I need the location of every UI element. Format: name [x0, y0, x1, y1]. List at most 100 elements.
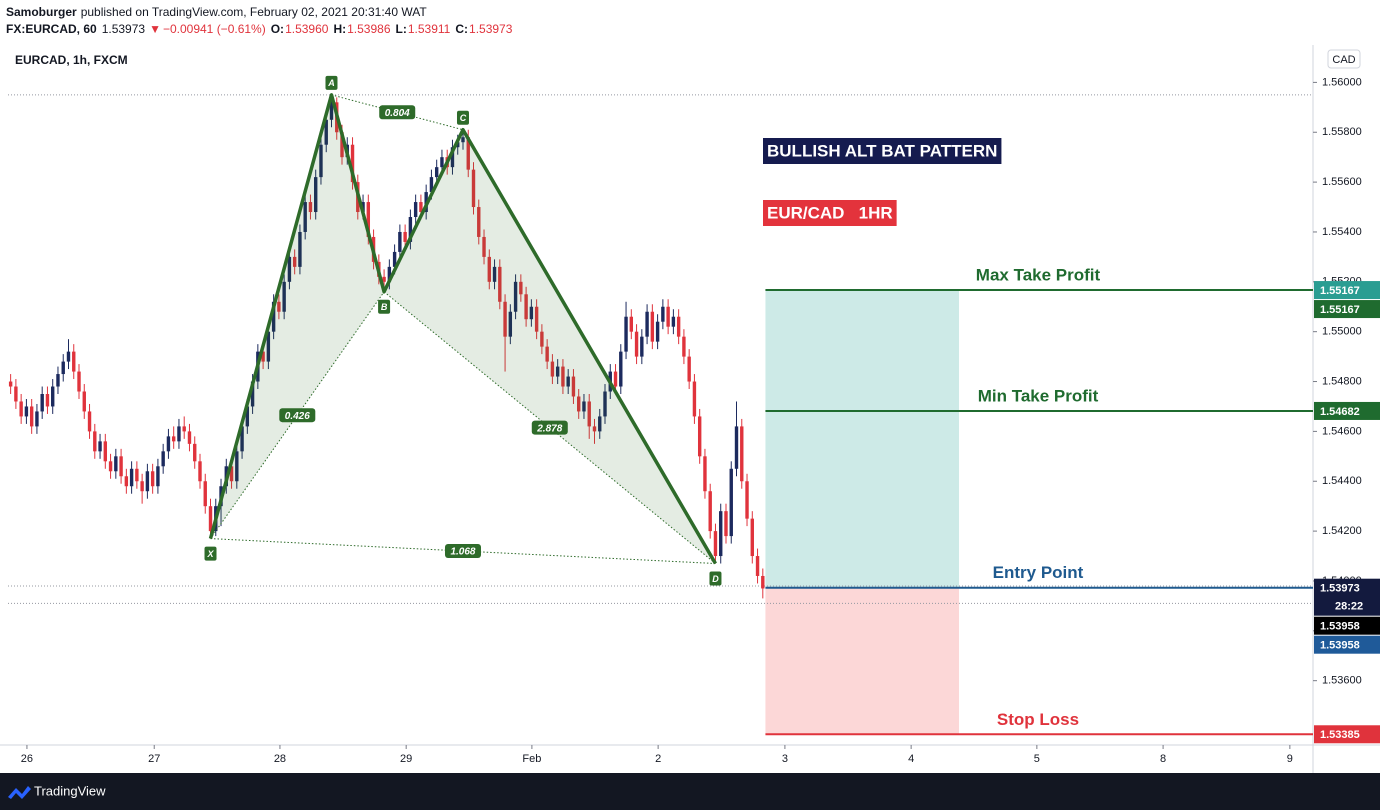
candle-body — [761, 575, 765, 589]
y-tick-label: 1.56000 — [1322, 76, 1362, 88]
x-tick-label: Feb — [522, 753, 541, 765]
candle-body — [508, 311, 513, 337]
candle-body — [303, 202, 307, 232]
candle-body — [314, 177, 318, 213]
ohlc-value: 1.53960 — [285, 22, 329, 36]
candle-body — [29, 406, 34, 427]
candle-body — [524, 294, 528, 320]
price-tag — [1314, 725, 1380, 744]
candle-body — [461, 137, 465, 143]
candle-body — [666, 306, 670, 327]
symbol-line: FX:EURCAD, 60 1.53973 ▼ −0.00941 (−0.61%) O:… — [6, 22, 513, 36]
ohlc-key: L: — [396, 22, 407, 36]
candle-body — [703, 456, 707, 492]
candle-body — [319, 144, 323, 178]
point-box — [456, 110, 469, 125]
point-box — [709, 571, 722, 586]
x-tick-label: 4 — [908, 753, 914, 765]
ratio-box — [531, 420, 568, 435]
price-tag — [1314, 281, 1380, 300]
candle-body — [676, 316, 681, 337]
candle-body — [135, 468, 139, 482]
candle-body — [477, 207, 481, 237]
candle-body — [292, 256, 297, 267]
candle-body — [145, 471, 150, 492]
candle-body — [19, 401, 23, 417]
tradingview-logo — [8, 786, 31, 799]
change: −0.00941 (−0.61%) — [163, 22, 266, 36]
x-tick-label: 27 — [148, 753, 160, 765]
candle-body — [750, 518, 754, 557]
point-label: B — [381, 302, 388, 312]
candle-body — [571, 376, 576, 397]
candle-body — [492, 266, 497, 282]
ohlc-key: O: — [271, 22, 284, 36]
candle-body — [277, 301, 281, 312]
candle-body — [187, 431, 192, 444]
candle-body — [98, 441, 102, 452]
annotation-box — [763, 200, 897, 226]
candle-body — [629, 316, 634, 332]
candle-body — [340, 132, 344, 158]
candle-body — [503, 301, 507, 337]
candle-body — [51, 386, 55, 407]
countdown: 28:22 — [1335, 601, 1363, 613]
pattern-fill — [210, 94, 385, 539]
candle-body — [734, 426, 739, 469]
candle-body — [266, 331, 271, 362]
candle-body — [713, 531, 718, 557]
candle-body — [440, 157, 444, 168]
candle-body — [582, 401, 586, 412]
candle-body — [724, 511, 728, 537]
y-tick-label: 1.54600 — [1322, 425, 1362, 437]
price-tag-label: 1.53958 — [1320, 621, 1360, 633]
point-label: D — [712, 574, 719, 584]
candle-body — [156, 466, 160, 487]
candle-body — [387, 266, 392, 282]
candle-body — [655, 321, 660, 342]
x-tick-label: 5 — [1034, 753, 1040, 765]
candle-body — [429, 177, 434, 193]
candle-body — [140, 481, 144, 492]
change-arrow: ▼ — [149, 22, 161, 36]
ratio-label: 0.804 — [385, 108, 410, 119]
candle-body — [129, 468, 134, 487]
ohlc-value: 1.53911 — [408, 22, 451, 36]
candle-body — [392, 251, 397, 267]
position-label: Max Take Profit — [976, 266, 1101, 285]
candle-body — [193, 443, 197, 462]
candle-body — [740, 426, 744, 482]
annotation-text: BULLISH ALT BAT PATTERN — [767, 141, 997, 160]
candle-body — [171, 436, 176, 442]
candle-body — [66, 351, 71, 362]
candle-body — [166, 436, 171, 452]
candle-body — [250, 381, 255, 407]
x-tick-label: 8 — [1160, 753, 1166, 765]
currency: CAD — [1332, 54, 1355, 66]
candle-body — [282, 281, 286, 312]
point-box — [378, 299, 391, 314]
chart-legend: EURCAD, 1h, FXCM — [15, 53, 128, 67]
ratio-label: 2.878 — [536, 423, 562, 434]
point-box — [204, 546, 217, 561]
x-tick-label: 2 — [655, 753, 661, 765]
point-label: X — [207, 549, 215, 559]
candle-body — [229, 466, 234, 482]
candle-body — [450, 147, 455, 168]
footer-brand: TradingView — [34, 783, 106, 798]
candle-body — [398, 231, 402, 252]
candle-body — [72, 351, 76, 372]
currency-box — [1327, 49, 1361, 69]
symbol: FX:EURCAD, 60 — [6, 22, 97, 36]
y-tick-label: 1.54200 — [1322, 525, 1362, 537]
candle-body — [645, 311, 649, 337]
position-label: Stop Loss — [997, 710, 1079, 729]
candle-body — [77, 371, 81, 392]
price-tag-label: 1.55167 — [1320, 304, 1360, 316]
candle-body — [287, 256, 292, 282]
candle-body — [555, 366, 560, 377]
candle-body — [45, 394, 50, 407]
candle-body — [82, 391, 86, 412]
y-tick-label: 1.55800 — [1322, 126, 1362, 138]
